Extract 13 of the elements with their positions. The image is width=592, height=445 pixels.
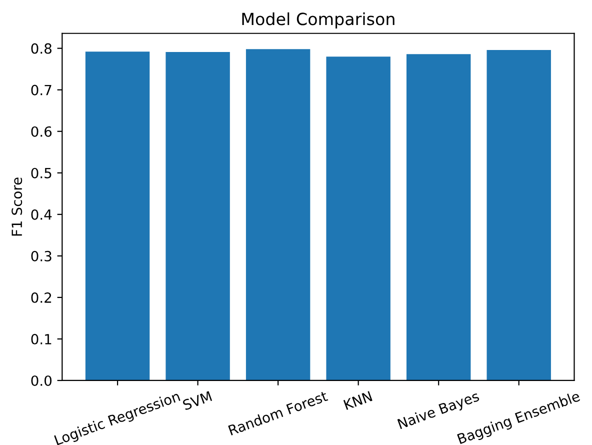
x-tick-label: KNN bbox=[343, 391, 372, 410]
y-tick-label: 0.3 bbox=[31, 250, 52, 262]
y-axis-title: F1 Score bbox=[12, 178, 22, 236]
y-tick-label: 0.7 bbox=[31, 84, 52, 96]
chart-title: Model Comparison bbox=[242, 12, 394, 29]
y-tick-label: 0.1 bbox=[31, 334, 52, 344]
y-tick-label: 0.8 bbox=[31, 43, 52, 54]
y-tick-label: 0.5 bbox=[31, 168, 52, 178]
x-tick-label: SVM bbox=[182, 390, 212, 410]
y-tick-label: 0.0 bbox=[31, 375, 52, 386]
y-tick-label: 0.4 bbox=[31, 209, 52, 220]
y-tick-label: 0.6 bbox=[31, 126, 52, 137]
y-tick-label: 0.2 bbox=[31, 292, 52, 303]
